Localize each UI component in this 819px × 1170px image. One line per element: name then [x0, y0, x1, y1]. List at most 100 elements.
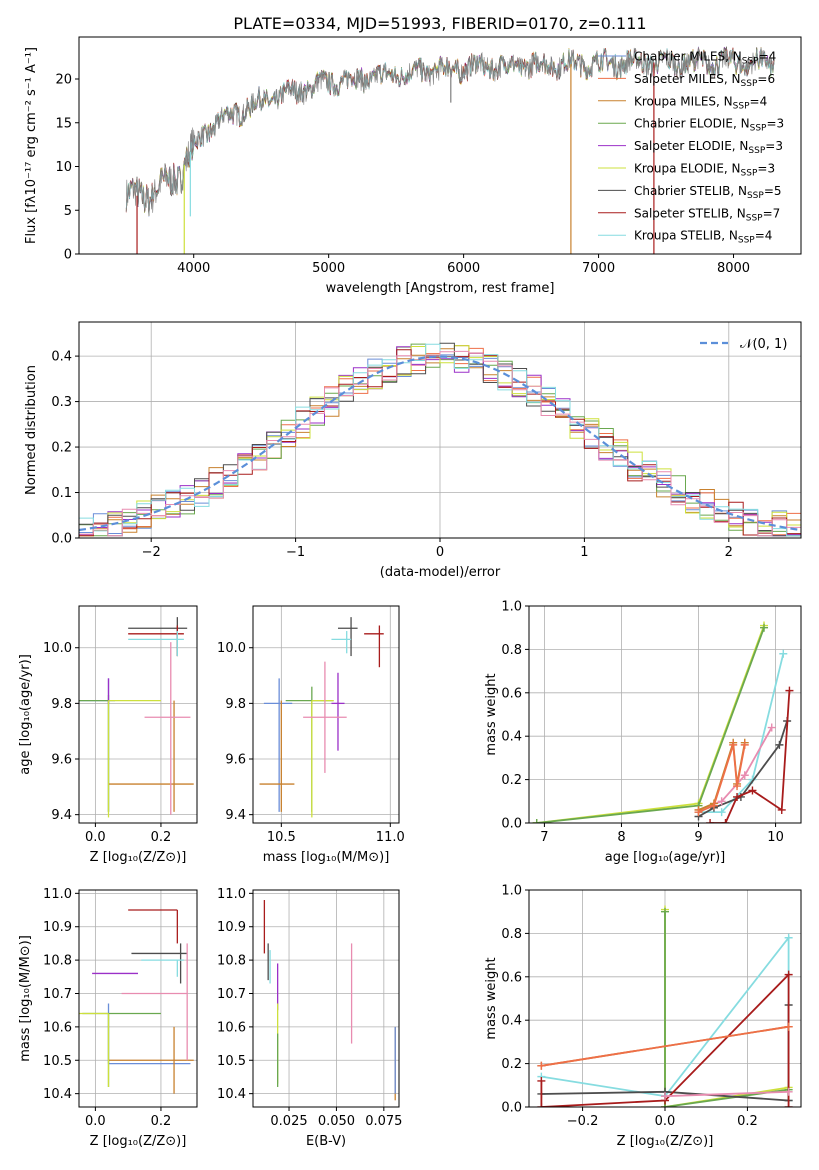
y-tick-label: 10.5: [43, 1054, 72, 1069]
weight-marker: [775, 740, 784, 749]
observed-spectrum: [125, 47, 775, 216]
plot-area: [125, 46, 775, 254]
x-tick-label: 0.025: [270, 1114, 307, 1129]
legend-entry: Kroupa MILES, NSSP=4: [634, 94, 767, 111]
mass-weight-vs-z-panel: −0.2 0.0 0.2 0.0 0.2 0.4 0.6 0.8 1.0 Z [log₁₀(Z/Z…: [484, 884, 802, 1149]
plot-area: [79, 909, 194, 1094]
y-tick-label: 10.9: [43, 920, 72, 935]
errorbar-point: [141, 959, 184, 977]
x-axis-label: E(B-V): [306, 1134, 346, 1149]
x-tick-label: 2: [725, 545, 733, 560]
y-tick-label: 9.4: [225, 808, 246, 823]
y-tick-label: 9.8: [225, 697, 246, 712]
weight-marker: [721, 819, 730, 823]
weight-marker: [733, 792, 742, 801]
weight-marker: [537, 1061, 546, 1070]
weight-marker: [748, 786, 757, 795]
weight-marker: [537, 1076, 546, 1085]
weight-marker: [767, 723, 776, 732]
errorbar-point: [79, 1012, 110, 1087]
x-axis-label: Z [log₁₀(Z/Z⊙)]: [617, 1134, 714, 1149]
weight-marker: [733, 782, 742, 791]
y-tick-label: 10.8: [217, 954, 246, 969]
y-tick-label: 5: [64, 204, 72, 219]
residuals-legend: 𝒩(0, 1): [700, 337, 787, 352]
x-tick-label: 5000: [312, 261, 345, 276]
y-axis-label: mass [log₁₀(M/M⊙)]: [18, 935, 33, 1062]
y-tick-label: 0.4: [501, 730, 522, 745]
errorbar-point: [364, 625, 384, 668]
legend-entry: Chabrier ELODIE, NSSP=3: [634, 117, 784, 134]
weight-marker: [784, 933, 793, 942]
weight-marker: [784, 1087, 793, 1096]
x-tick-label: 0.2: [151, 1114, 172, 1129]
x-axis-label: (data-model)/error: [380, 565, 501, 580]
weight-marker: [706, 819, 715, 823]
weight-series-line: [536, 627, 765, 823]
x-tick-label: 8: [617, 830, 625, 845]
weight-marker: [779, 649, 788, 658]
weight-marker: [694, 808, 703, 817]
axes-frame: [78, 889, 198, 1108]
y-tick-label: 0.1: [51, 486, 72, 501]
x-axis-label: Z [log₁₀(Z/Z⊙)]: [90, 1134, 187, 1149]
y-tick-label: 10.7: [43, 987, 72, 1002]
residuals-panel: −2 −1 0 1 2 0.0 0.1 0.2 0.3 0.4 (data-model)/error…: [24, 321, 802, 580]
weight-marker: [784, 1022, 793, 1031]
x-tick-label: 0.050: [318, 1114, 355, 1129]
errorbar-point: [121, 943, 188, 1061]
weight-marker: [785, 686, 794, 695]
y-tick-label: 0.2: [501, 1057, 522, 1072]
plot-area: [263, 900, 396, 1101]
x-tick-label: 8000: [717, 261, 750, 276]
y-tick-label: 0.0: [501, 817, 522, 832]
y-tick-label: 10.7: [217, 987, 246, 1002]
y-tick-label: 0: [64, 248, 72, 263]
figure-title: PLATE=0334, MJD=51993, FIBERID=0170, z=0…: [233, 14, 646, 33]
errorbar-point: [107, 1003, 191, 1065]
mass-vs-ebv-panel: 0.025 0.050 0.075 10.4 10.5 10.6 10.7 10.8 10.9 1…: [217, 887, 402, 1149]
x-tick-label: 11.0: [376, 830, 405, 845]
errorbar-point: [331, 631, 352, 654]
errorbar-point: [303, 661, 347, 773]
x-tick-label: 6000: [447, 261, 480, 276]
y-tick-label: 0.2: [501, 773, 522, 788]
weight-series-line: [536, 625, 765, 823]
weight-marker: [537, 1103, 546, 1107]
errorbar-point: [144, 642, 191, 815]
errorbar-point: [259, 700, 295, 812]
normal-curve: [79, 355, 801, 532]
y-tick-label: 1.0: [501, 884, 522, 899]
weight-marker: [760, 623, 769, 632]
errorbar-point: [108, 700, 194, 812]
x-tick-label: 0.0: [655, 1114, 676, 1129]
y-tick-label: 10.8: [43, 954, 72, 969]
y-tick-label: 0.8: [501, 643, 522, 658]
axes-frame: [528, 605, 802, 824]
errorbar-point: [337, 617, 358, 657]
legend-entry: Chabrier MILES, NSSP=4: [634, 50, 776, 67]
weight-series-line: [664, 911, 789, 1107]
mass-vs-z-panel: 0.0 0.2 10.4 10.5 10.6 10.7 10.8 10.9 11.0 Z [log…: [18, 887, 198, 1149]
x-tick-label: 0.2: [737, 1114, 758, 1129]
y-tick-label: 0.4: [501, 1014, 522, 1029]
weight-marker: [729, 740, 738, 749]
weight-marker: [717, 797, 726, 806]
y-tick-label: 10.0: [43, 641, 72, 656]
y-tick-label: 9.6: [225, 753, 246, 768]
weight-series-line: [664, 909, 789, 1107]
axes-frame: [78, 605, 198, 824]
weight-series-line: [541, 1025, 789, 1067]
errorbar-point: [263, 678, 293, 812]
weight-marker: [717, 808, 726, 817]
x-tick-label: −0.2: [567, 1114, 599, 1129]
axes-frame: [252, 889, 400, 1108]
y-axis-label: age [log₁₀(age/yr)]: [18, 654, 33, 775]
y-tick-label: 0.0: [51, 532, 72, 547]
errorbar-point: [79, 678, 116, 812]
errorbar-point: [285, 686, 334, 812]
y-tick-label: 10.9: [217, 920, 246, 935]
y-tick-label: 9.4: [51, 808, 72, 823]
y-tick-label: 10.0: [217, 641, 246, 656]
